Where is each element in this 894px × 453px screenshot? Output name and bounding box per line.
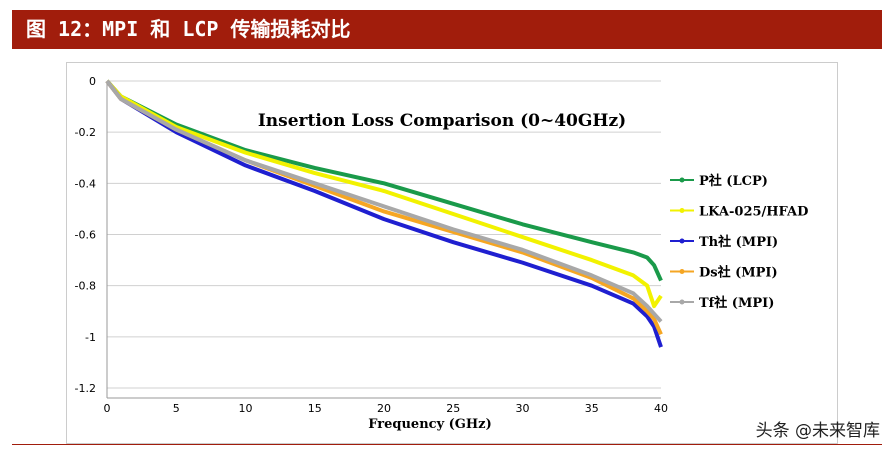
legend-marker <box>679 177 685 183</box>
x-tick-label: 20 <box>377 402 391 415</box>
legend-marker <box>679 238 685 244</box>
legend-label: Th社 (MPI) <box>699 234 778 250</box>
legend-label: Ds社 (MPI) <box>699 265 778 281</box>
series-line <box>105 79 663 348</box>
legend-label: LKA-025/HFAD <box>699 205 808 220</box>
x-tick-label: 0 <box>104 402 111 415</box>
x-tick-label: 10 <box>239 402 253 415</box>
x-tick-label: 40 <box>654 402 668 415</box>
x-tick-label: 25 <box>446 402 460 415</box>
legend-label: Tf社 (MPI) <box>699 295 774 311</box>
y-tick-label: -0.6 <box>75 229 96 242</box>
x-axis-label: Frequency (GHz) <box>368 417 491 432</box>
y-tick-label: -0.2 <box>75 126 96 139</box>
series-line <box>105 79 663 323</box>
legend-label: P社 (LCP) <box>699 173 768 189</box>
x-tick-label: 15 <box>308 402 322 415</box>
x-tick-label: 30 <box>516 402 530 415</box>
y-tick-label: 0 <box>89 75 96 88</box>
legend-marker <box>679 269 685 274</box>
x-tick-label: 5 <box>173 402 180 415</box>
series-line <box>105 79 663 282</box>
divider <box>12 444 882 445</box>
legend-marker <box>679 208 685 213</box>
figure-title: 图 12：MPI 和 LCP 传输损耗对比 <box>12 10 882 49</box>
chart-title: Insertion Loss Comparison (0~40GHz) <box>258 111 626 131</box>
y-tick-label: -0.8 <box>75 280 96 293</box>
series-line <box>105 79 663 309</box>
chart-frame <box>66 62 838 444</box>
x-tick-label: 35 <box>585 402 599 415</box>
y-tick-label: -0.4 <box>75 177 96 190</box>
y-tick-label: -1 <box>85 331 96 344</box>
legend-marker <box>679 299 685 305</box>
y-tick-label: -1.2 <box>75 382 96 395</box>
watermark: 头条 @未来智库 <box>755 421 880 441</box>
